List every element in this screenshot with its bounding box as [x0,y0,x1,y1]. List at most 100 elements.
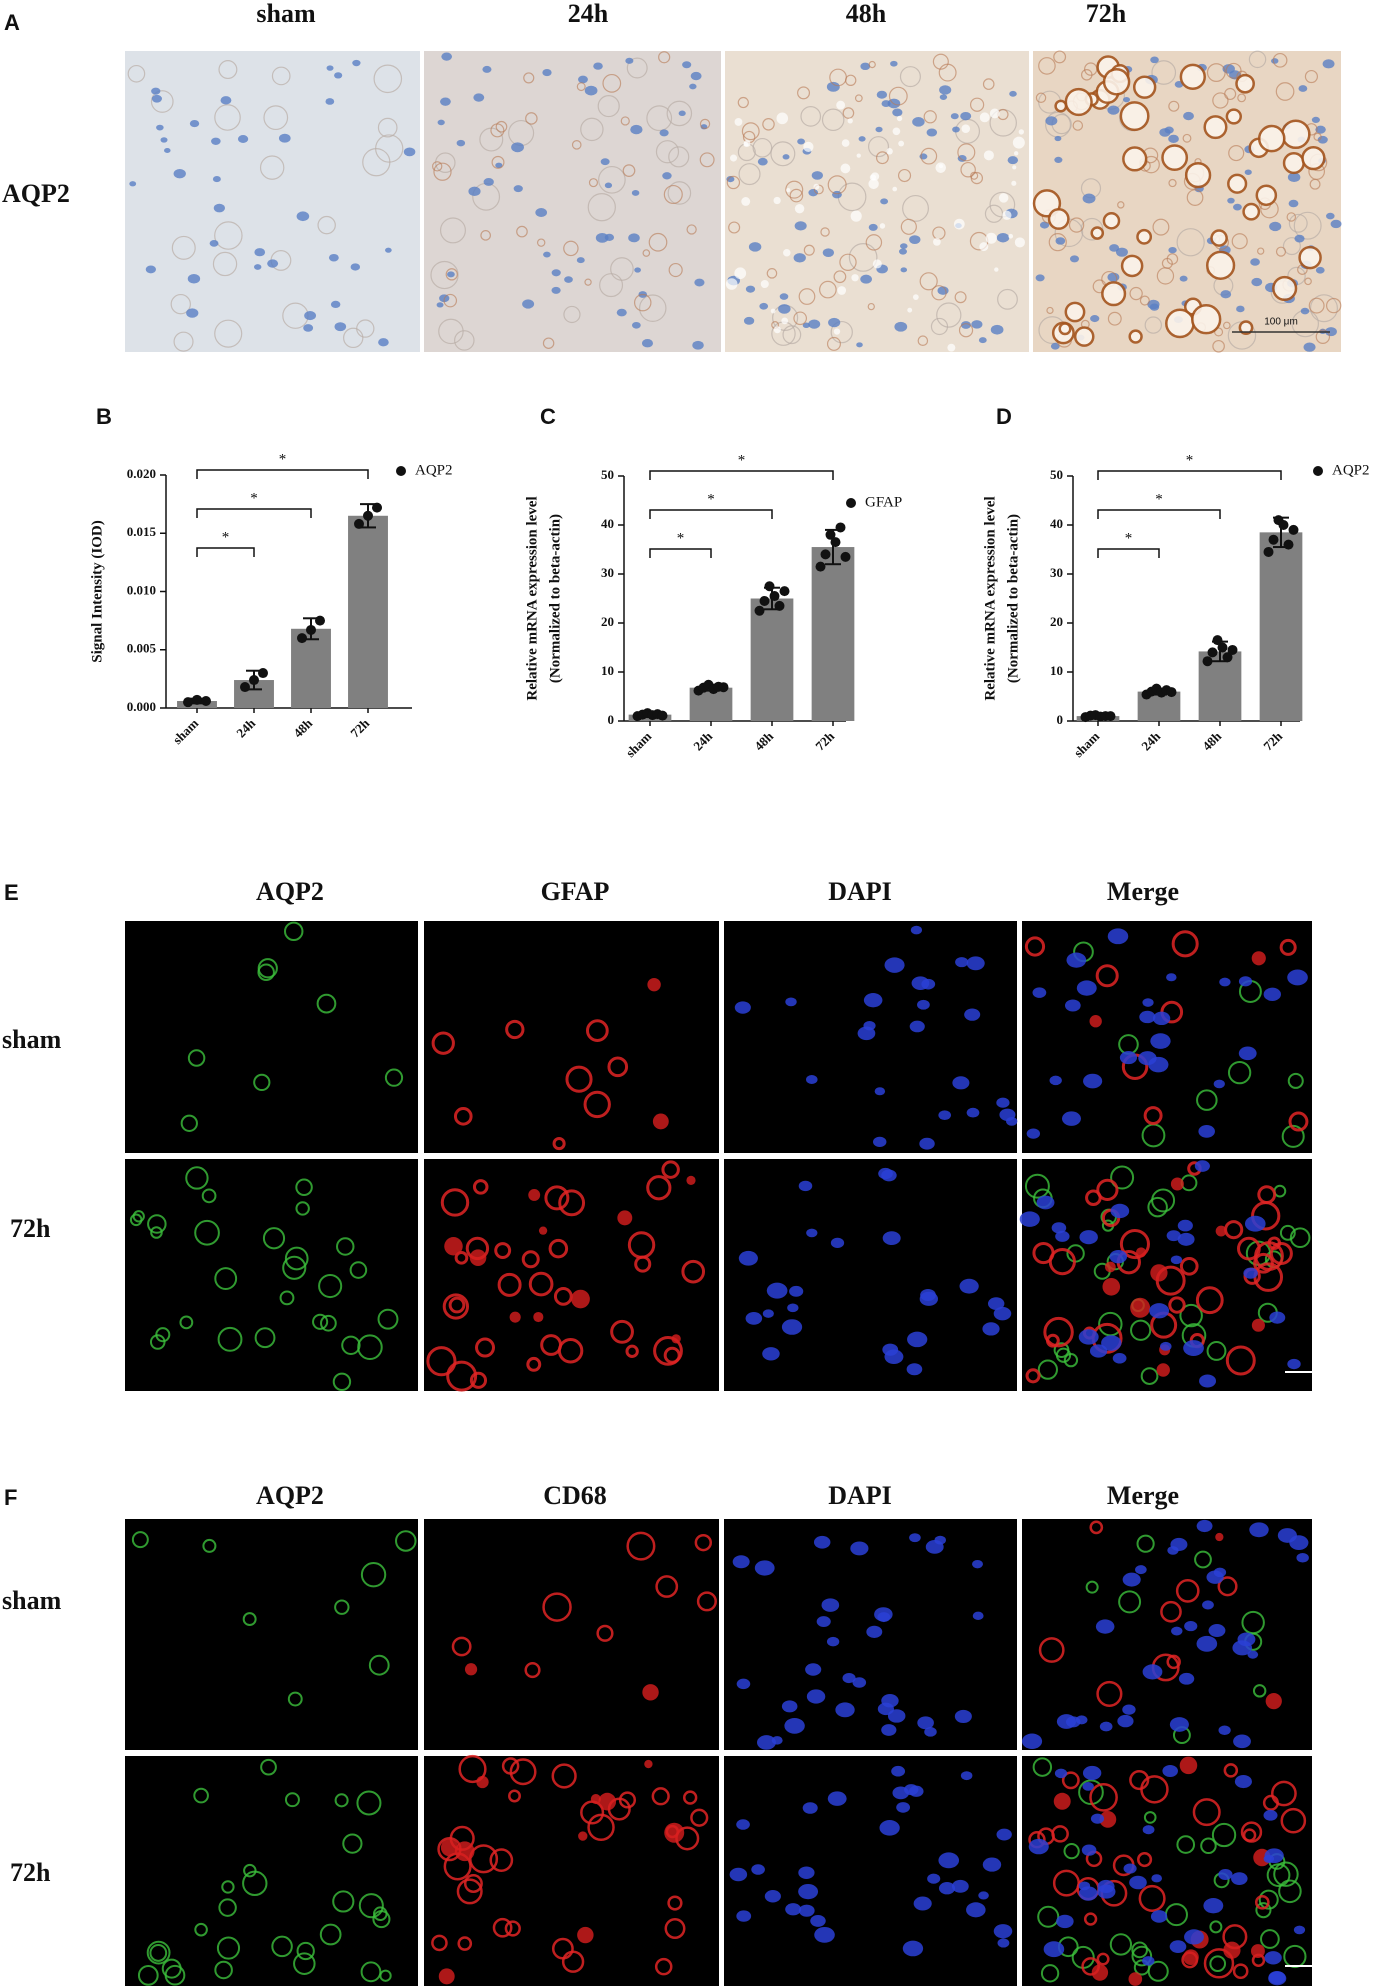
cell [440,97,451,106]
cell [263,105,289,131]
cell [1053,50,1067,64]
cell [1234,1774,1252,1789]
cell [681,1259,706,1284]
significance-bracket [649,509,773,519]
cell [137,1965,159,1986]
cell [982,1857,1002,1872]
cell [259,155,285,180]
cell [1251,1318,1265,1332]
cell [881,1694,899,1708]
data-point [779,586,790,597]
cell [879,223,886,229]
cell [1107,311,1122,326]
cell [1160,1600,1182,1623]
cell [741,122,760,141]
cell [551,1937,574,1960]
cell [1051,1222,1067,1234]
cell [1169,1717,1189,1732]
micrograph [1019,1159,1312,1391]
cell [1220,290,1232,299]
cell [173,168,186,179]
cell [1255,1902,1272,1919]
cell [150,1226,163,1239]
cell [1101,281,1127,307]
cell [1148,1056,1169,1073]
cell [1317,135,1328,144]
micrograph [125,1756,418,1986]
cell [1078,1881,1091,1891]
cell [725,278,738,290]
cell [664,1918,686,1940]
cell [472,1179,489,1195]
cell [1177,1232,1195,1246]
cell [212,176,221,183]
cell [1250,258,1260,266]
data-point [1263,546,1274,557]
cell [1293,1925,1306,1935]
cell [627,1231,656,1259]
cell [743,316,755,325]
micrograph [424,1754,719,1986]
cell [1102,1277,1121,1296]
cell [779,293,789,300]
cell [1045,1333,1060,1348]
cell [505,1019,525,1040]
micrograph [724,921,1018,1153]
data-point [1278,520,1289,530]
cell [892,1786,910,1800]
cell [1160,1341,1172,1351]
cell [1212,92,1229,109]
cell [551,1763,577,1789]
y-axis-label: Signal Intensity (IOD) [89,520,105,663]
cell [978,1891,989,1900]
scale-bar-label: 100 μm [1264,317,1298,328]
cell [1129,286,1143,301]
y-tick-label: 40 [601,516,614,531]
cell [814,1926,835,1943]
cell [1244,169,1252,175]
cell [1268,1970,1286,1985]
cell [1143,1106,1163,1126]
cell [752,137,773,158]
cell [960,111,972,121]
cell [1161,257,1173,269]
cell [1096,1952,1110,1966]
cell [1129,1769,1150,1791]
cell [1032,987,1047,998]
cell [987,1297,1005,1310]
cell [127,64,146,83]
cell [1304,69,1318,84]
cell [836,100,846,110]
cell [1309,294,1338,323]
cell [808,188,819,197]
y-tick-label: 0.020 [127,466,156,481]
micrograph [1022,921,1312,1153]
cell [917,335,929,346]
cell [888,86,908,106]
cell [819,280,837,299]
cell [773,196,781,205]
cell [827,175,847,195]
cell [1129,1875,1147,1890]
cell [1130,1319,1152,1341]
cell [1137,1851,1153,1868]
cell [802,322,810,329]
cell [491,155,505,169]
cell [1166,1654,1181,1670]
cell [798,1883,819,1900]
cell [694,1533,713,1552]
cell [489,1848,514,1872]
cell [782,154,790,160]
cell [690,71,702,81]
cell [352,59,361,67]
cell [926,128,938,137]
data-point [820,549,831,560]
cell [1183,1340,1204,1357]
cell [1203,1948,1235,1979]
y-tick-label: 50 [1050,467,1063,482]
cell [865,234,883,251]
cell [618,1791,637,1809]
cell [868,178,879,190]
cell [756,1735,776,1750]
